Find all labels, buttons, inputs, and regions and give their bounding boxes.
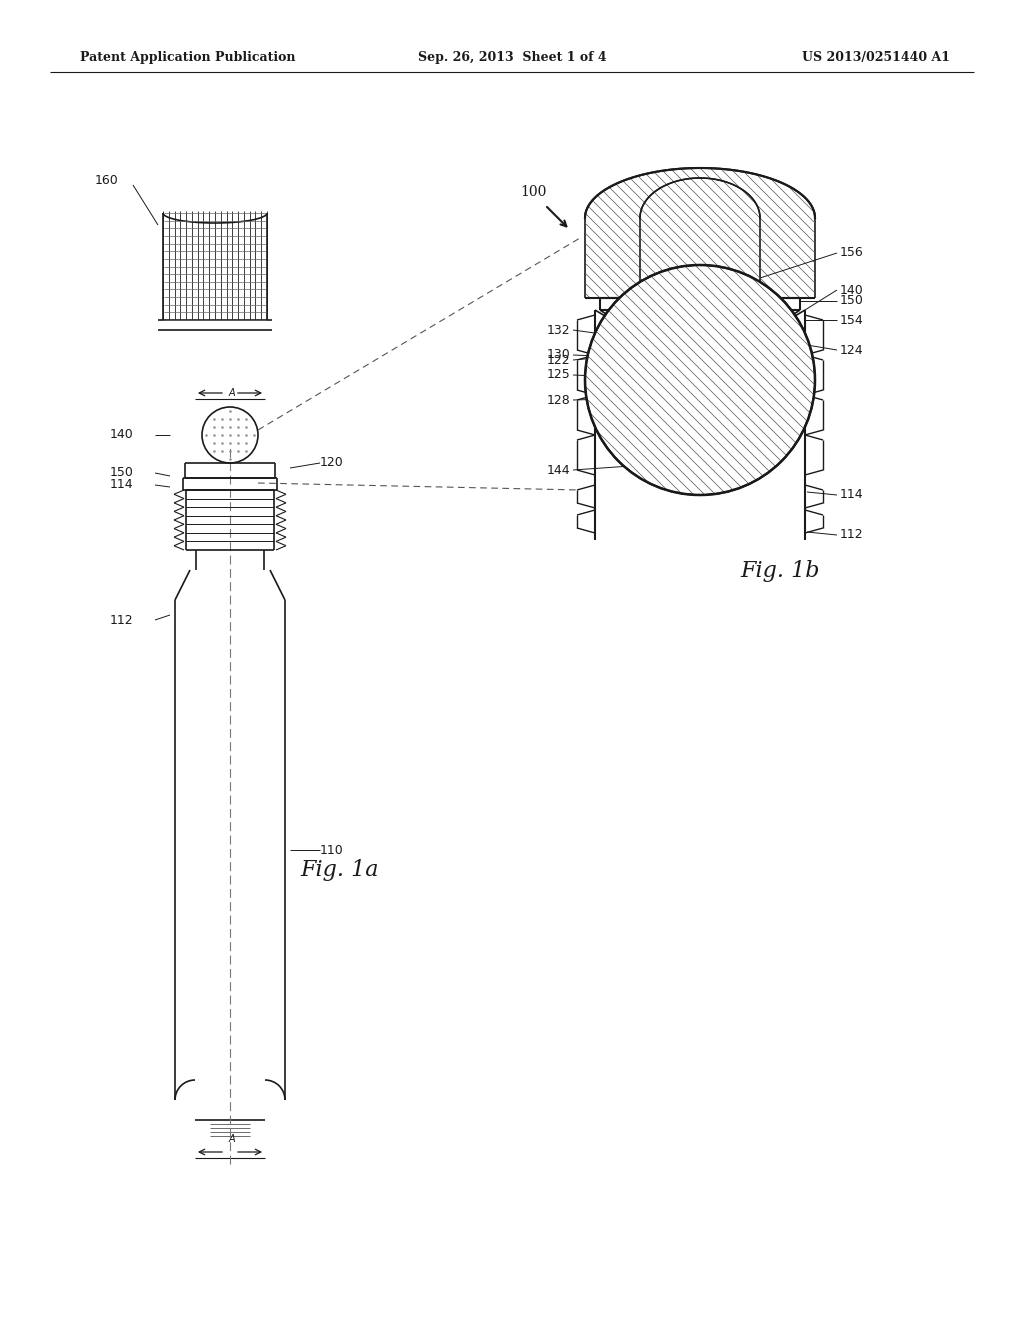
Text: 120: 120 <box>319 457 344 470</box>
Text: 114: 114 <box>840 488 863 502</box>
Text: 122: 122 <box>547 354 570 367</box>
Text: 140: 140 <box>840 284 864 297</box>
Text: 160: 160 <box>95 173 119 186</box>
Text: 128: 128 <box>546 393 570 407</box>
Text: 154: 154 <box>840 314 864 326</box>
Circle shape <box>585 265 815 495</box>
Text: 156: 156 <box>840 247 864 260</box>
Text: 125: 125 <box>546 368 570 381</box>
Text: 140: 140 <box>110 429 134 441</box>
Text: 110: 110 <box>319 843 344 857</box>
Text: 144: 144 <box>547 463 570 477</box>
Text: 114: 114 <box>110 479 133 491</box>
Text: Sep. 26, 2013  Sheet 1 of 4: Sep. 26, 2013 Sheet 1 of 4 <box>418 51 606 65</box>
Text: Fig. 1b: Fig. 1b <box>740 560 819 582</box>
Text: A: A <box>228 1134 236 1144</box>
Text: 130: 130 <box>546 348 570 362</box>
Text: 132: 132 <box>547 323 570 337</box>
Text: US 2013/0251440 A1: US 2013/0251440 A1 <box>802 51 950 65</box>
Text: 150: 150 <box>840 294 864 308</box>
Text: 112: 112 <box>110 614 133 627</box>
Text: Patent Application Publication: Patent Application Publication <box>80 51 296 65</box>
Text: 150: 150 <box>110 466 134 479</box>
Text: 112: 112 <box>840 528 863 541</box>
Text: 124: 124 <box>840 343 863 356</box>
Text: Fig. 1a: Fig. 1a <box>301 859 379 880</box>
Text: A: A <box>228 388 236 399</box>
Text: 100: 100 <box>520 185 547 199</box>
